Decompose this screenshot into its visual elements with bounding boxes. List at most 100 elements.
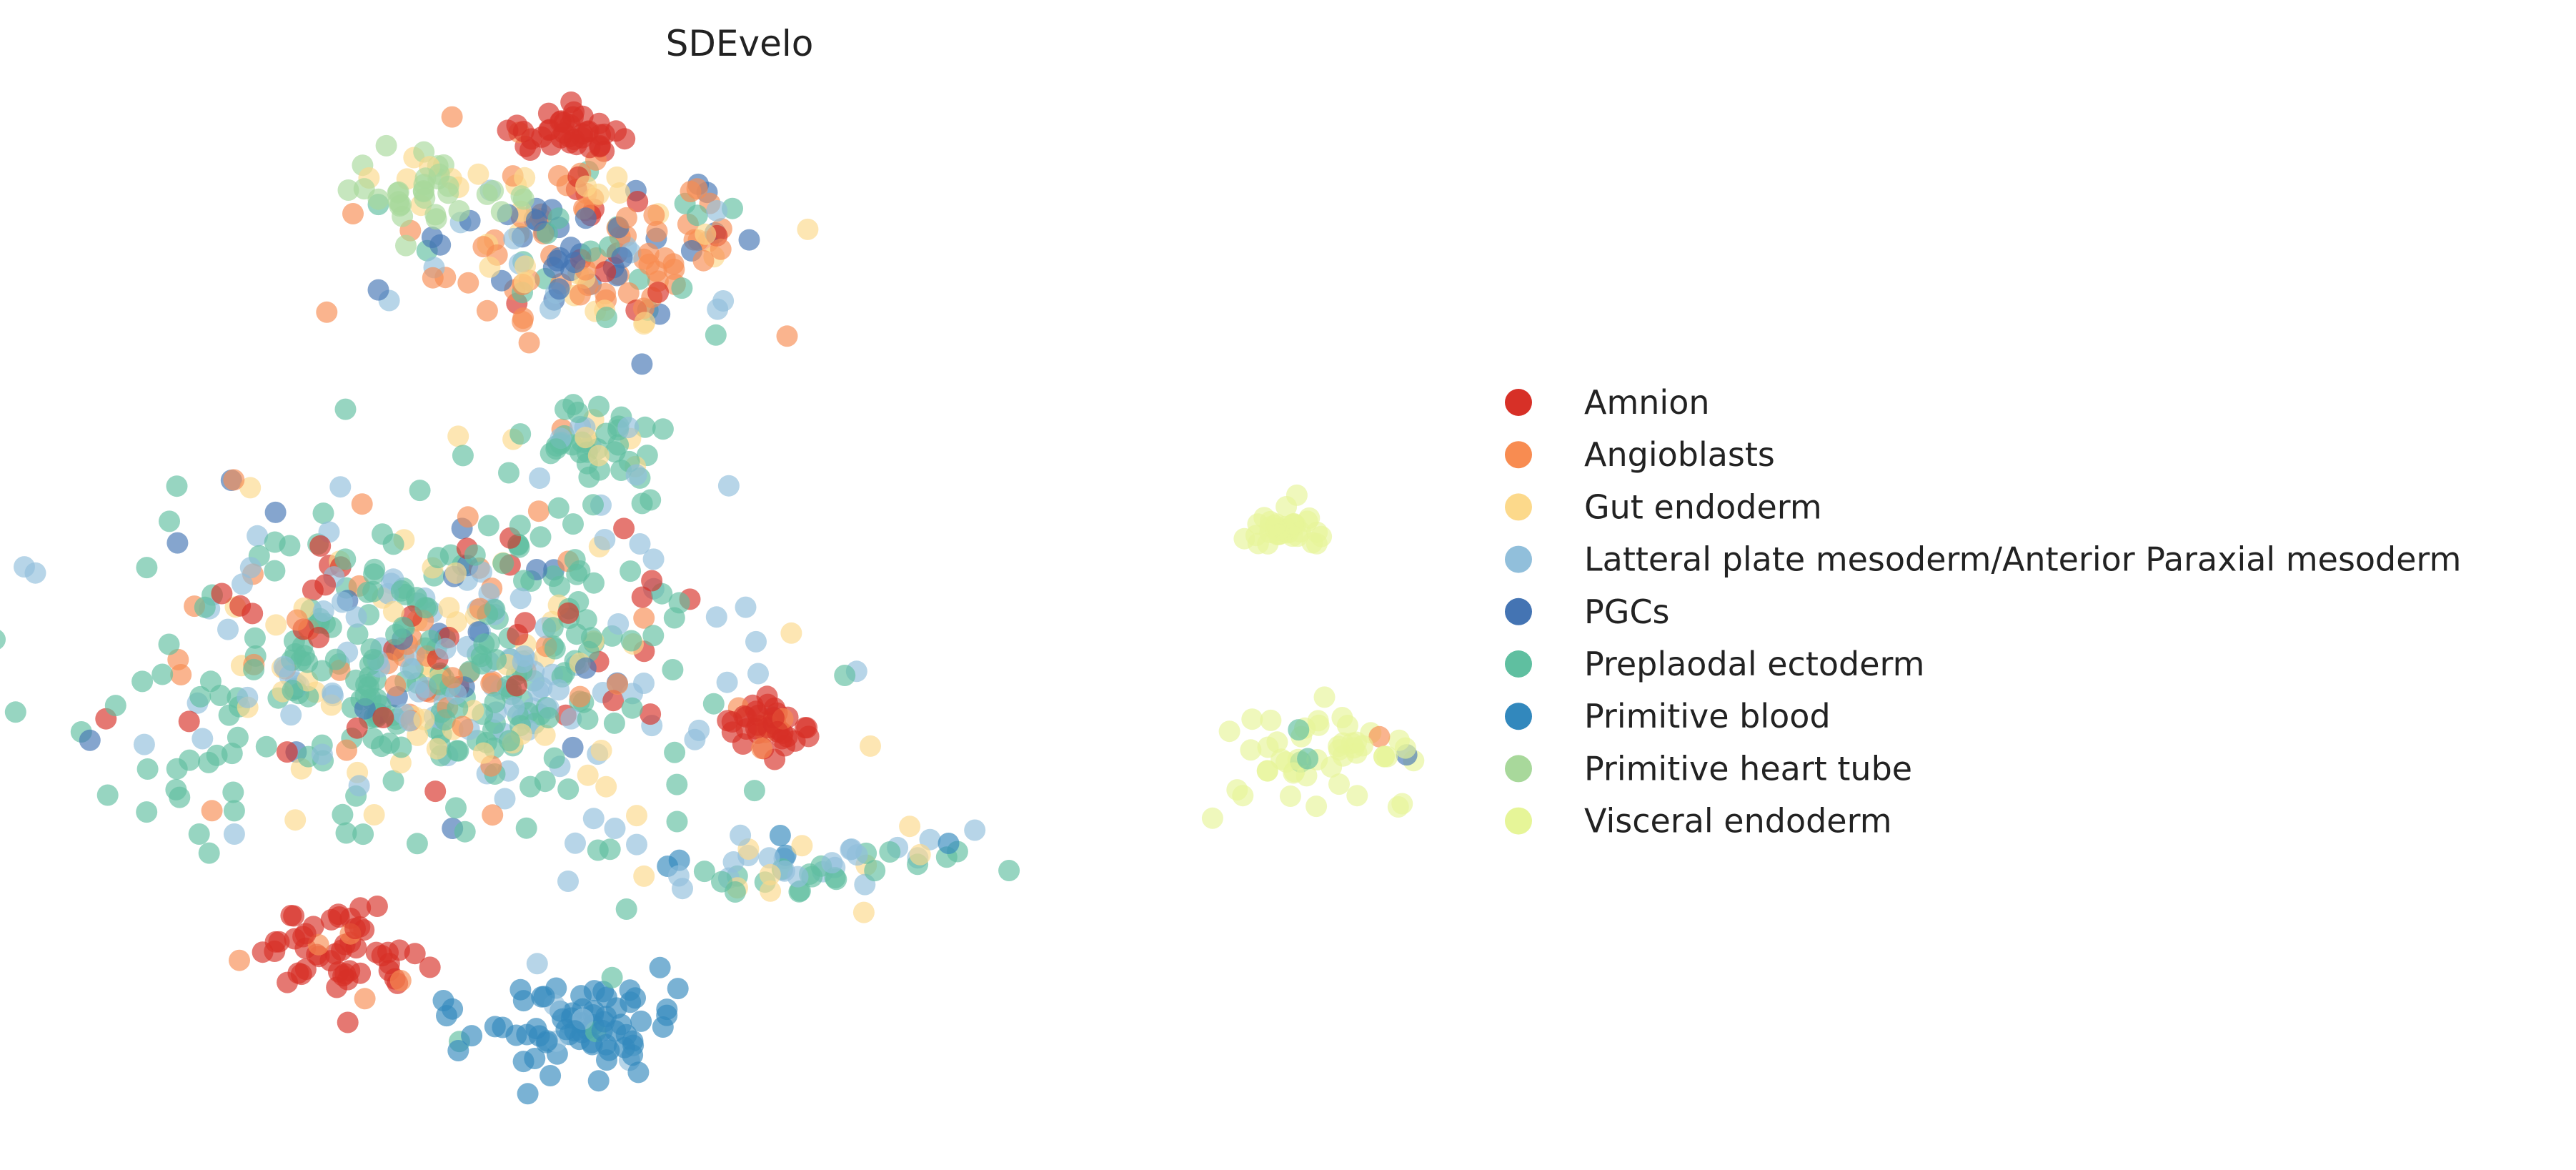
scatter-point xyxy=(472,742,494,764)
scatter-point xyxy=(514,167,536,189)
scatter-point xyxy=(668,592,690,614)
scatter-point xyxy=(4,701,26,723)
scatter-point xyxy=(512,188,534,210)
scatter-point xyxy=(362,728,384,750)
scatter-point xyxy=(372,523,393,545)
scatter-point xyxy=(286,609,308,631)
scatter-point xyxy=(512,990,534,1012)
scatter-point xyxy=(909,843,931,866)
scatter-point xyxy=(706,200,728,222)
scatter-point xyxy=(366,896,388,917)
scatter-point xyxy=(1351,735,1373,757)
legend-label: Preplaodal ectoderm xyxy=(1584,645,1924,683)
scatter-point xyxy=(199,670,222,693)
legend-label: Amnion xyxy=(1584,383,1710,422)
scatter-point xyxy=(268,931,290,953)
scatter-point xyxy=(686,204,708,227)
scatter-point xyxy=(1288,719,1310,741)
scatter-point xyxy=(265,614,287,636)
scatter-point xyxy=(610,1013,632,1036)
scatter-point xyxy=(447,425,469,447)
scatter-point xyxy=(529,467,551,489)
scatter-point xyxy=(223,469,245,491)
scatter-point xyxy=(377,941,399,963)
scatter-point xyxy=(627,191,649,212)
scatter-point xyxy=(484,691,506,713)
scatter-point xyxy=(547,497,570,519)
legend-entry: Angioblasts xyxy=(1505,435,1775,474)
scatter-point xyxy=(1394,737,1416,759)
scatter-point xyxy=(1306,795,1328,818)
scatter-point xyxy=(494,788,516,810)
scatter-point xyxy=(509,588,532,610)
scatter-point xyxy=(864,860,886,882)
scatter-point xyxy=(194,596,216,618)
scatter-point xyxy=(1368,725,1391,748)
scatter-point xyxy=(1275,496,1298,517)
scatter-point xyxy=(151,663,174,685)
scatter-point xyxy=(408,680,430,703)
scatter-point xyxy=(462,700,484,722)
scatter-point xyxy=(264,560,286,582)
scatter-point xyxy=(625,464,647,486)
scatter-point xyxy=(589,136,611,158)
scatter-point xyxy=(626,805,647,827)
scatter-point xyxy=(217,618,239,640)
scatter-point xyxy=(630,1010,652,1032)
scatter-point xyxy=(490,201,512,223)
legend-entry: Preplaodal ectoderm xyxy=(1505,645,1924,683)
scatter-point xyxy=(1247,513,1269,535)
scatter-point xyxy=(735,596,757,618)
scatter-point xyxy=(797,725,820,748)
scatter-point xyxy=(1241,708,1263,730)
scatter-point xyxy=(545,438,567,460)
scatter-point xyxy=(525,209,547,232)
scatter-point xyxy=(577,764,599,786)
scatter-point xyxy=(243,658,265,680)
scatter-point xyxy=(389,752,412,774)
scatter-point xyxy=(428,163,450,185)
scatter-point xyxy=(136,758,159,780)
scatter-point xyxy=(514,272,536,294)
scatter-point xyxy=(537,707,560,729)
scatter-point xyxy=(1279,785,1301,807)
scatter-point xyxy=(601,966,623,988)
scatter-point xyxy=(860,735,881,757)
scatter-point xyxy=(527,500,549,522)
scatter-point xyxy=(575,657,597,679)
scatter-point xyxy=(693,861,715,883)
scatter-point xyxy=(384,675,407,697)
legend-marker xyxy=(1505,807,1532,835)
legend-label: Primitive heart tube xyxy=(1584,749,1912,788)
scatter-point xyxy=(242,603,264,625)
scatter-point xyxy=(166,475,188,497)
legend: Amnion Angioblasts Gut endoderm Latteral pl… xyxy=(1505,383,2461,841)
scatter-point xyxy=(1233,527,1255,550)
scatter-point xyxy=(351,493,373,515)
scatter-point xyxy=(505,675,527,697)
scatter-point xyxy=(569,685,591,708)
scatter-point xyxy=(331,591,353,613)
scatter-point xyxy=(503,696,525,718)
scatter-point xyxy=(527,680,549,702)
scatter-point xyxy=(759,863,781,886)
scatter-point xyxy=(372,707,394,728)
scatter-point xyxy=(688,719,710,741)
legend-entry: PGCs xyxy=(1505,593,1669,631)
scatter-point xyxy=(424,780,447,803)
scatter-point xyxy=(642,548,665,570)
scatter-point xyxy=(607,673,629,695)
scatter-point xyxy=(580,240,602,262)
scatter-point xyxy=(583,980,605,1002)
scatter-point xyxy=(280,905,302,926)
scatter-point xyxy=(702,693,725,715)
scatter-point xyxy=(513,645,535,667)
scatter-point xyxy=(620,560,642,582)
scatter-point xyxy=(426,738,448,760)
scatter-point xyxy=(336,739,357,761)
scatter-point xyxy=(587,445,610,467)
scatter-point xyxy=(309,535,332,557)
scatter-point xyxy=(606,166,628,188)
scatter-point xyxy=(363,804,385,826)
scatter-point xyxy=(1313,686,1336,708)
